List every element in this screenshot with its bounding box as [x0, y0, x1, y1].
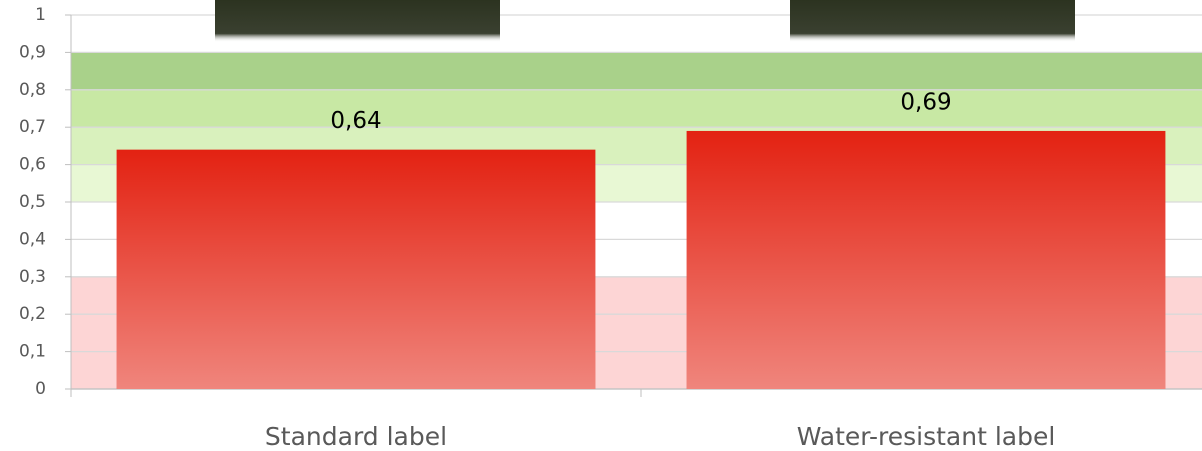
labels: 0 0,1 0,2 0,3 0,4 0,5 0,6 0,7 0,8 0,9 1 Standard la… [19, 5, 1055, 451]
y-tick-label: 0,9 [19, 42, 46, 62]
y-tick-label: 0,5 [19, 192, 46, 212]
x-tick-label: Water-resistant label [797, 422, 1056, 451]
y-tick-label: 0,2 [19, 304, 46, 324]
y-tick-label: 0,3 [19, 267, 46, 287]
product-photo [215, 0, 500, 42]
y-tick-label: 0,7 [19, 117, 46, 137]
y-tick-label: 0 [35, 379, 46, 399]
y-tick-label: 0,8 [19, 80, 46, 100]
y-tick-label: 0,6 [19, 155, 46, 175]
x-tick-label: Standard label [265, 422, 447, 451]
band [71, 89, 1202, 128]
bar-shine [116, 149, 596, 389]
y-tick-label: 1 [35, 5, 46, 25]
value-label: 0,64 [330, 108, 381, 134]
bar-shine [686, 130, 1166, 389]
product-photo [790, 0, 1075, 42]
y-tick-label: 0,4 [19, 229, 46, 249]
bars [116, 130, 1166, 389]
band [71, 52, 1202, 90]
value-label: 0,69 [900, 89, 951, 115]
y-tick-label: 0,1 [19, 342, 46, 362]
